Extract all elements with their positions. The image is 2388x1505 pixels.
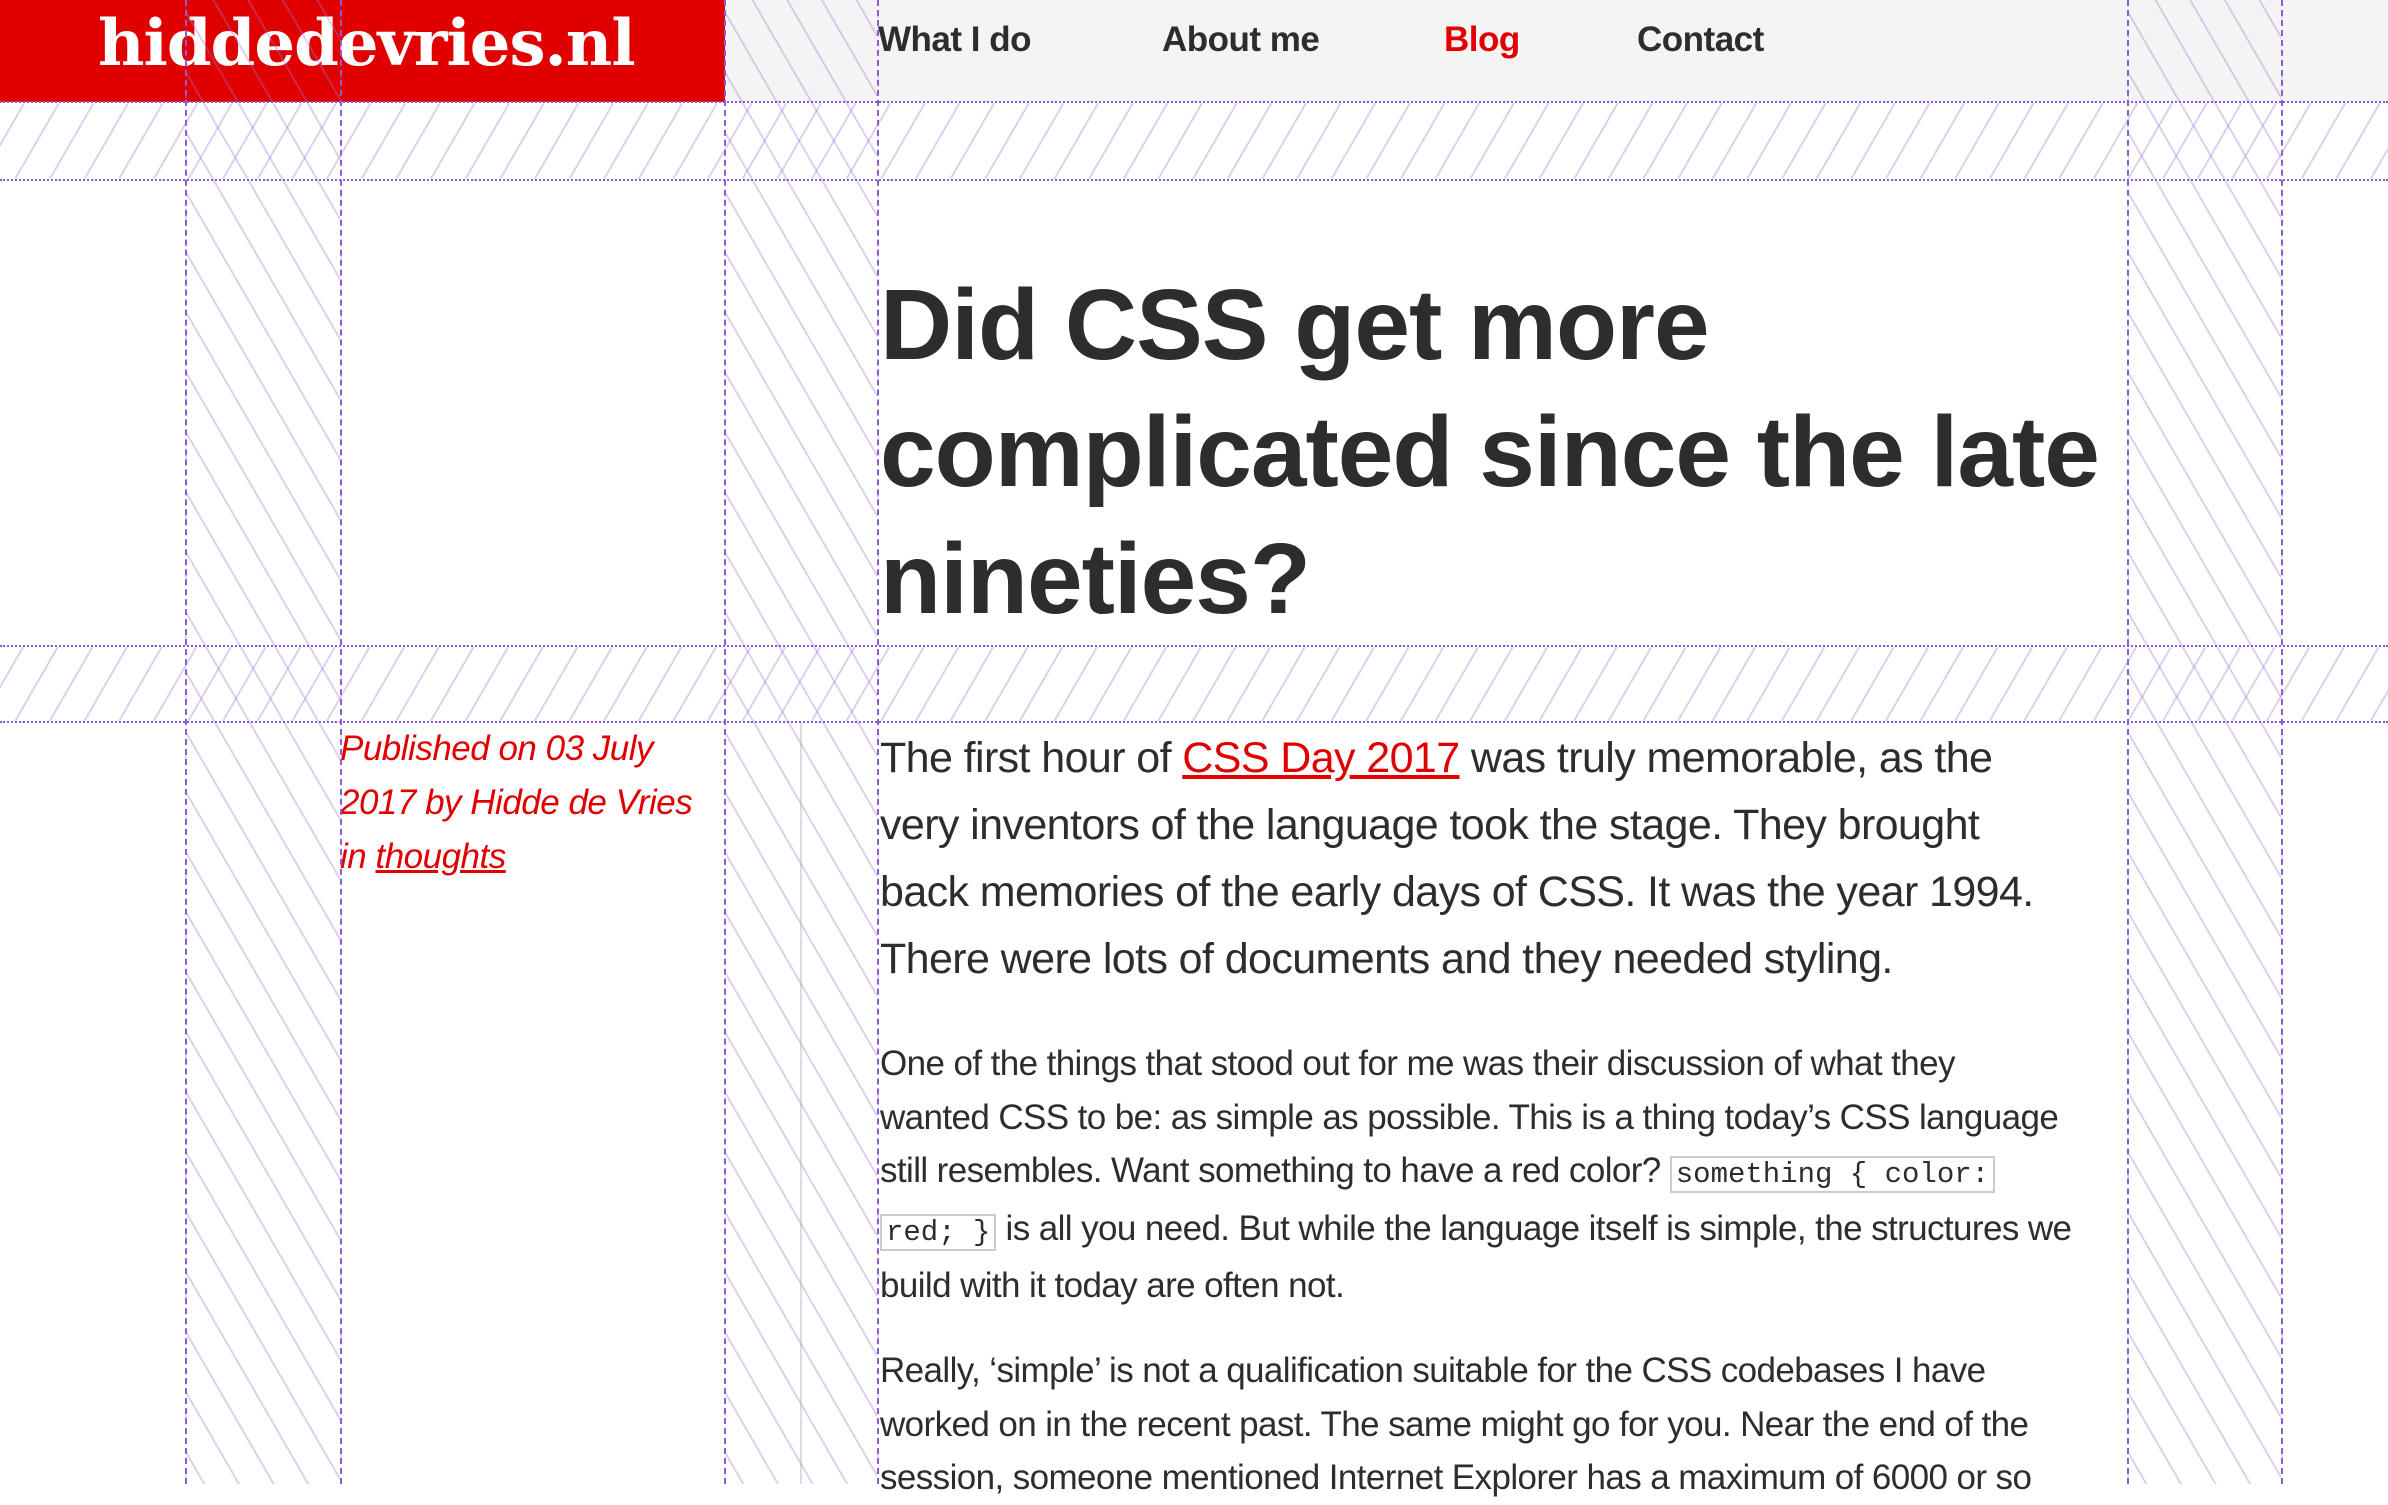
- grid-column-overlay: [2127, 0, 2283, 1484]
- grid-row-overlay: [0, 101, 2388, 181]
- text: still resembles. Want something to have …: [880, 1151, 1670, 1190]
- nav-contact[interactable]: Contact: [1637, 20, 1764, 59]
- code-snippet: something { color:: [1669, 1156, 1996, 1193]
- text: One of the things that stood out for me …: [880, 1044, 1955, 1083]
- grid-row-overlay: [0, 645, 2388, 723]
- nav-blog[interactable]: Blog: [1444, 20, 1520, 59]
- grid-column-overlay: [185, 0, 342, 1484]
- code-snippet: red; }: [880, 1213, 997, 1251]
- title-line: Did CSS get more: [880, 269, 1710, 381]
- text: worked on in the recent past. The same m…: [880, 1404, 2029, 1444]
- intro-paragraph: The first hour of CSS Day 2017 was truly…: [880, 725, 2034, 993]
- nav-what-i-do[interactable]: What I do: [878, 20, 1031, 59]
- meta-author: 2017 by Hidde de Vries: [340, 783, 693, 822]
- title-line: nineties?: [880, 523, 1311, 635]
- text: is all you need. But while the language …: [996, 1208, 2072, 1248]
- site-logo[interactable]: hiddedevries.nl: [98, 6, 636, 81]
- category-link[interactable]: thoughts: [375, 837, 506, 876]
- text: was truly memorable, as the: [1459, 734, 1993, 782]
- meta-published: Published on 03 July: [340, 729, 654, 768]
- paragraph: One of the things that stood out for me …: [880, 1037, 2072, 1313]
- main-nav: What I do About me Blog Contact: [725, 0, 2388, 102]
- paragraph: Really, ‘simple’ is not a qualification …: [880, 1344, 2032, 1505]
- text: Really, ‘simple’ is not a qualification …: [880, 1351, 1986, 1390]
- text: very inventors of the language took the …: [880, 801, 1980, 849]
- meta-in: in: [340, 837, 376, 876]
- logo-bar[interactable]: hiddedevries.nl: [0, 0, 725, 102]
- divider: [800, 722, 802, 1484]
- text: session, someone mentioned Internet Expl…: [880, 1458, 2032, 1497]
- text: The first hour of: [880, 734, 1183, 782]
- nav-about-me[interactable]: About me: [1162, 20, 1320, 59]
- text: There were lots of documents and they ne…: [880, 935, 1893, 983]
- text: wanted CSS to be: as simple as possible.…: [880, 1097, 2059, 1137]
- text: back memories of the early days of CSS. …: [880, 868, 2034, 916]
- title-line: complicated since the late: [880, 396, 2100, 508]
- post-meta: Published on 03 July 2017 by Hidde de Vr…: [340, 722, 693, 884]
- page-title: Did CSS get more complicated since the l…: [880, 262, 2100, 643]
- css-day-link[interactable]: CSS Day 2017: [1182, 734, 1460, 782]
- text: build with it today are often not.: [880, 1266, 1345, 1305]
